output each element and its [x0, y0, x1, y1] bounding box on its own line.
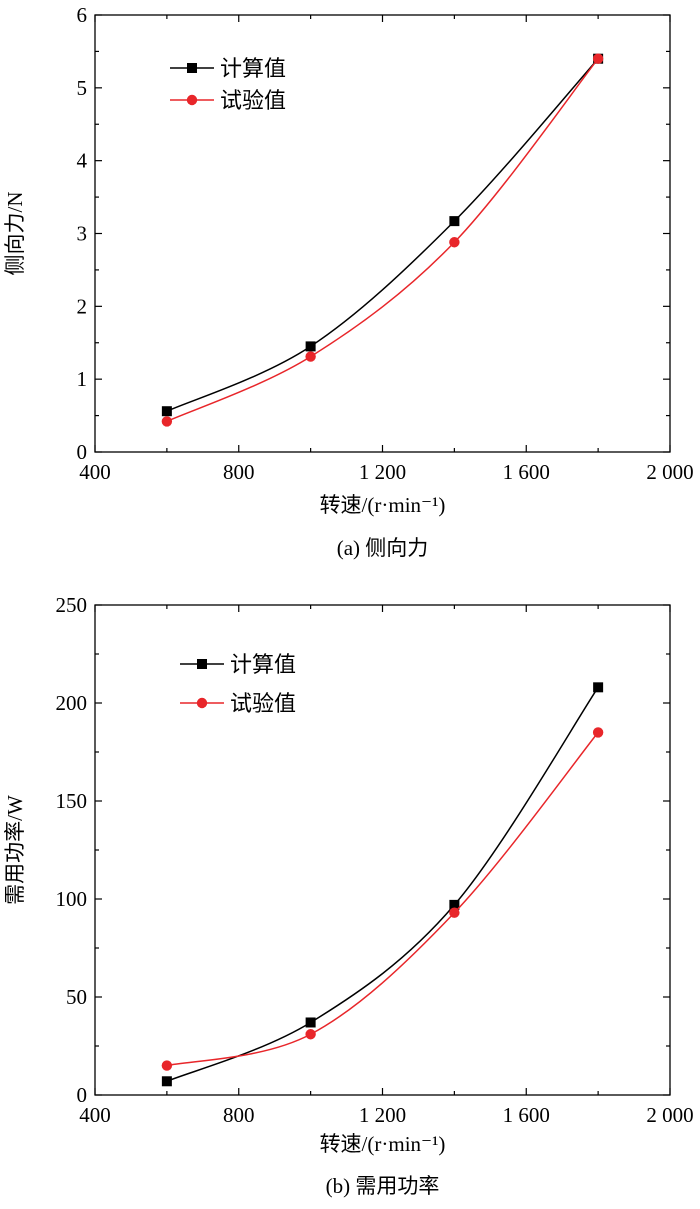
- x-tick-label: 800: [223, 460, 255, 484]
- chart-caption: (a) 侧向力: [337, 536, 429, 560]
- x-tick-label: 2 000: [646, 1103, 693, 1127]
- y-tick-label: 150: [56, 789, 88, 813]
- legend-label: 试验值: [220, 88, 286, 113]
- data-point-square: [593, 682, 604, 693]
- x-axis-label: 转速/(r·min⁻¹): [320, 493, 446, 517]
- data-point-circle: [305, 1029, 316, 1040]
- y-axis-label: 需用功率/W: [3, 795, 27, 905]
- series-line-1: [166, 731, 599, 1067]
- data-point-circle: [592, 727, 604, 738]
- data-point-square: [161, 1076, 172, 1087]
- data-point-circle: [449, 237, 460, 248]
- legend-marker-circle: [186, 94, 198, 106]
- x-tick-label: 1 600: [503, 460, 550, 484]
- x-tick-label: 1 200: [359, 460, 406, 484]
- y-tick-label: 0: [77, 1083, 88, 1107]
- y-tick-label: 250: [56, 593, 88, 617]
- data-point-square: [305, 341, 316, 352]
- legend-label: 试验值: [230, 691, 296, 716]
- y-tick-label: 3: [77, 222, 88, 246]
- chart-caption: (b) 需用功率: [326, 1174, 440, 1198]
- series-line-1: [166, 58, 599, 423]
- y-tick-label: 0: [77, 440, 88, 464]
- legend-marker-square: [187, 63, 197, 73]
- x-tick-label: 1 600: [503, 1103, 550, 1127]
- y-tick-label: 50: [66, 985, 87, 1009]
- y-tick-label: 200: [56, 691, 88, 715]
- legend-label: 计算值: [230, 652, 296, 677]
- data-point-square: [449, 216, 460, 227]
- data-point-circle: [592, 53, 604, 64]
- chart-a: 400 800 1 200 1 600 2 000 0 1 2 3 4 5 6 转速/(r·min⁻¹)…: [3, 3, 694, 560]
- y-axis-label: 侧向力/N: [3, 192, 27, 276]
- series-line-0: [166, 686, 599, 1082]
- series-line-0: [166, 58, 599, 412]
- y-tick-label: 1: [77, 367, 88, 391]
- data-point-circle: [161, 1060, 173, 1071]
- chart-b: 400 800 1 200 1 600 2 000 0 50 100 150 200 250 转速/(…: [3, 593, 694, 1198]
- x-tick-label: 400: [79, 1103, 111, 1127]
- legend-label: 计算值: [220, 56, 286, 81]
- data-point-circle: [449, 907, 460, 918]
- data-point-square: [161, 406, 172, 417]
- y-tick-label: 2: [77, 294, 88, 318]
- data-point-circle: [305, 351, 316, 362]
- legend-marker-square: [197, 659, 207, 669]
- x-tick-label: 2 000: [646, 460, 693, 484]
- x-axis-label: 转速/(r·min⁻¹): [320, 1132, 446, 1156]
- legend-marker-circle: [196, 697, 208, 709]
- y-tick-label: 100: [56, 887, 88, 911]
- x-tick-label: 1 200: [359, 1103, 406, 1127]
- x-tick-label: 800: [223, 1103, 255, 1127]
- y-tick-label: 4: [77, 149, 88, 173]
- y-tick-label: 6: [77, 3, 88, 27]
- data-point-circle: [161, 416, 173, 427]
- plot-frame: [94, 604, 671, 1096]
- y-tick-label: 5: [77, 76, 88, 100]
- x-tick-label: 400: [79, 460, 111, 484]
- data-point-square: [449, 899, 460, 910]
- data-point-square: [305, 1017, 316, 1028]
- plot-frame: [94, 14, 671, 453]
